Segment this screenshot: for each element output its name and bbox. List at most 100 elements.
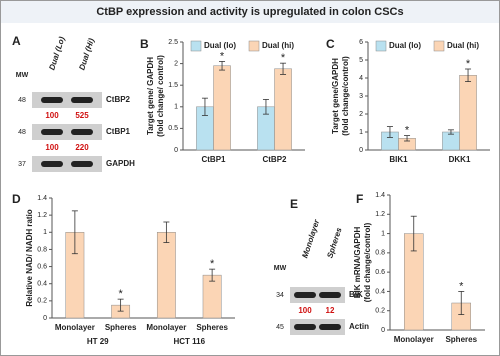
significance: * bbox=[405, 125, 410, 137]
y-tick-label: 0 bbox=[359, 147, 363, 154]
quant-value: 100 bbox=[298, 306, 312, 315]
significance: * bbox=[281, 52, 286, 64]
y-tick-label: 1 bbox=[174, 104, 178, 111]
x-tick-label: Monolayer bbox=[394, 335, 434, 344]
x-tick-label: BIK1 bbox=[389, 155, 408, 164]
y-tick-label: 0.6 bbox=[37, 263, 47, 270]
y-tick-label: 2 bbox=[174, 60, 178, 67]
y-axis-label: Target gene/ GAPDH bbox=[146, 57, 155, 135]
blot-strip bbox=[32, 156, 102, 172]
y-tick-label: 0.4 bbox=[375, 288, 385, 295]
x-tick-label: Monolayer bbox=[146, 323, 186, 332]
figure-title: CtBP expression and activity is upregula… bbox=[96, 6, 403, 18]
blot-name: GAPDH bbox=[106, 159, 135, 168]
mw-value: 48 bbox=[18, 129, 26, 136]
y-axis-label: BIK mRNA/GAPDH bbox=[353, 227, 362, 299]
y-tick-label: 0.5 bbox=[168, 125, 178, 132]
blot-strip bbox=[290, 319, 345, 335]
y-tick-label: 3 bbox=[359, 93, 363, 100]
quant-value: 100 bbox=[45, 111, 59, 120]
bar bbox=[213, 65, 231, 151]
x-tick-label: Monolayer bbox=[55, 323, 95, 332]
y-tick-label: 1.2 bbox=[375, 211, 385, 218]
y-tick-label: 1 bbox=[381, 230, 385, 237]
y-tick-label: 1 bbox=[43, 229, 47, 236]
legend-label: Dual (lo) bbox=[389, 41, 421, 50]
blot-band bbox=[41, 97, 63, 103]
blot-band bbox=[41, 129, 63, 135]
bar bbox=[274, 68, 292, 151]
legend-label: Dual (lo) bbox=[204, 41, 236, 50]
y-axis-label: (fold change/ control) bbox=[156, 55, 165, 137]
blot-band bbox=[71, 129, 93, 135]
legend-swatch bbox=[248, 40, 260, 52]
blot-band bbox=[71, 161, 93, 167]
y-tick-label: 2.5 bbox=[168, 39, 178, 46]
y-tick-label: 0.2 bbox=[37, 298, 47, 305]
panel-label: E bbox=[290, 197, 298, 211]
blot-band bbox=[294, 292, 316, 298]
quant-value: 100 bbox=[45, 143, 59, 152]
x-tick-label: Spheres bbox=[196, 323, 228, 332]
y-tick-label: 1.4 bbox=[37, 195, 47, 202]
group-label: HT 29 bbox=[87, 337, 109, 346]
y-tick-label: 0 bbox=[381, 327, 385, 334]
panel-label: D bbox=[12, 192, 21, 206]
x-tick-label: Spheres bbox=[445, 335, 477, 344]
y-tick-label: 6 bbox=[359, 39, 363, 46]
bar bbox=[156, 232, 176, 319]
bar bbox=[442, 131, 460, 151]
mw-label: MW bbox=[16, 72, 29, 79]
panel-label: A bbox=[12, 34, 21, 48]
quant-value: 220 bbox=[75, 143, 89, 152]
y-tick-label: 0.4 bbox=[37, 281, 47, 288]
x-tick-label: Spheres bbox=[105, 323, 137, 332]
panel-label: C bbox=[326, 37, 335, 51]
y-tick-label: 0.6 bbox=[375, 269, 385, 276]
blot-strip bbox=[290, 287, 345, 303]
y-tick-label: 0.8 bbox=[37, 246, 47, 253]
y-tick-label: 4 bbox=[359, 75, 363, 82]
y-tick-label: 0.8 bbox=[375, 250, 385, 257]
y-tick-label: 1 bbox=[359, 129, 363, 136]
significance: * bbox=[466, 58, 471, 70]
panel-label: B bbox=[140, 37, 149, 51]
x-tick-label: CtBP1 bbox=[201, 155, 226, 164]
panel-label: F bbox=[356, 192, 363, 206]
quant-value: 12 bbox=[326, 306, 335, 315]
legend-swatch bbox=[190, 40, 202, 52]
significance: * bbox=[118, 288, 123, 300]
legend-swatch bbox=[375, 40, 387, 52]
blot-name: CtBP1 bbox=[106, 127, 131, 136]
blot-strip bbox=[32, 124, 102, 140]
blot-band bbox=[319, 324, 341, 330]
mw-label: MW bbox=[274, 265, 287, 272]
y-tick-label: 5 bbox=[359, 57, 363, 64]
group-label: HCT 116 bbox=[173, 337, 205, 346]
title-band bbox=[1, 1, 499, 23]
mw-value: 37 bbox=[18, 161, 26, 168]
y-axis-label: (fold change/control) bbox=[341, 56, 350, 136]
x-tick-label: DKK1 bbox=[449, 155, 471, 164]
y-tick-label: 0 bbox=[174, 147, 178, 154]
legend-swatch bbox=[433, 40, 445, 52]
blot-band bbox=[319, 292, 341, 298]
mw-value: 48 bbox=[18, 97, 26, 104]
mw-value: 45 bbox=[276, 324, 284, 331]
blot-name: Actin bbox=[349, 322, 369, 331]
y-axis-label: Relative NAD/ NADH ratio bbox=[25, 209, 34, 306]
blot-name: CtBP2 bbox=[106, 95, 131, 104]
x-tick-label: CtBP2 bbox=[262, 155, 287, 164]
quant-value: 525 bbox=[75, 111, 89, 120]
y-tick-label: 0.2 bbox=[375, 308, 385, 315]
blot-strip bbox=[32, 92, 102, 108]
y-axis-label: (fold change/control) bbox=[363, 222, 372, 302]
blot-name: BIK bbox=[349, 290, 363, 299]
blot-band bbox=[294, 324, 316, 330]
significance: * bbox=[459, 280, 464, 292]
y-tick-label: 0 bbox=[43, 315, 47, 322]
mw-value: 34 bbox=[276, 292, 284, 299]
legend-label: Dual (hi) bbox=[262, 41, 294, 50]
legend-label: Dual (hi) bbox=[447, 41, 479, 50]
